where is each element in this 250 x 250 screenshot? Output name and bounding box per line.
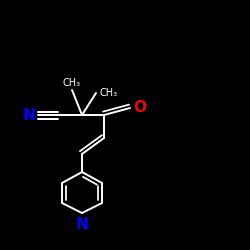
Text: O: O (133, 100, 146, 116)
Text: N: N (22, 108, 35, 122)
Text: CH₃: CH₃ (63, 78, 81, 88)
Text: N: N (76, 217, 88, 232)
Text: CH₃: CH₃ (99, 88, 117, 98)
